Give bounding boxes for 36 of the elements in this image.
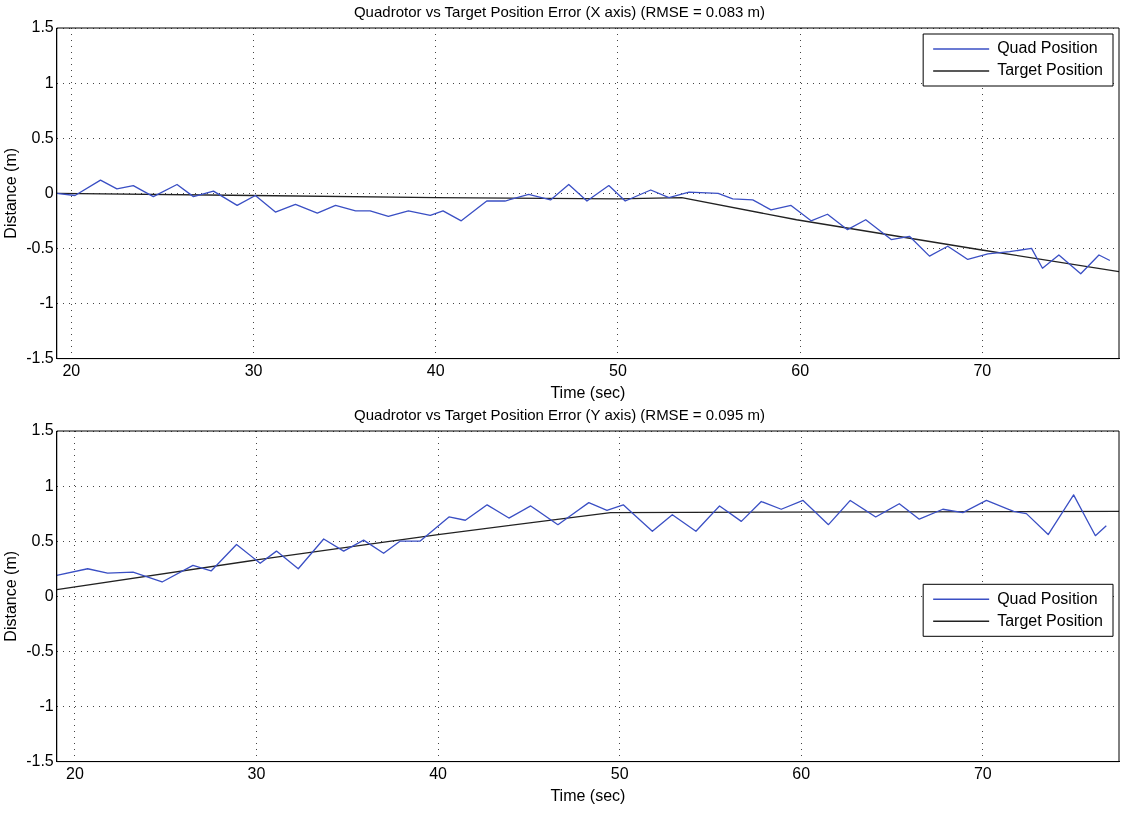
y-tick-label: -0.5 — [26, 641, 54, 659]
x-tick-label: 30 — [244, 361, 263, 379]
x-tick-label: 40 — [426, 361, 445, 379]
y-tick-label: -0.5 — [26, 238, 54, 256]
x-tick-label: 30 — [247, 764, 266, 782]
x-tick-label: 20 — [62, 361, 81, 379]
legend-label: Quad Position — [997, 589, 1098, 607]
y-tick-label: 0.5 — [31, 128, 54, 146]
x-axis-title: Time (sec) — [550, 383, 626, 401]
chart-title: Quadrotor vs Target Position Error (Y axis) (RMSE = 0.095 m) — [354, 406, 765, 424]
legend-label: Target Position — [997, 611, 1104, 629]
y-tick-label: 1.5 — [31, 421, 54, 439]
y-tick-label: 0 — [44, 183, 54, 201]
x-tick-label: 70 — [973, 361, 992, 379]
x-tick-label: 20 — [66, 764, 84, 782]
y-tick-label: 0 — [44, 586, 54, 604]
y-axis-title: Distance (m) — [2, 550, 20, 642]
y-tick-label: -1 — [39, 696, 54, 714]
x-axis-title: Time (sec) — [550, 786, 626, 804]
x-tick-label: 70 — [973, 764, 992, 782]
x-tick-label: 50 — [609, 361, 627, 379]
x-tick-label: 50 — [610, 764, 629, 782]
x-tick-label: 40 — [429, 764, 448, 782]
y-tick-label: -1 — [39, 293, 54, 311]
x-tick-label: 60 — [792, 764, 811, 782]
y-tick-label: -1.5 — [26, 752, 54, 770]
y-tick-label: 1.5 — [31, 18, 54, 36]
chart-title: Quadrotor vs Target Position Error (X axis) (RMSE = 0.083 m) — [353, 3, 766, 21]
x-tick-label: 60 — [791, 361, 810, 379]
legend-label: Quad Position — [997, 39, 1098, 57]
y-tick-label: -1.5 — [26, 349, 54, 367]
y-axis-title: Distance (m) — [2, 147, 20, 239]
legend-label: Target Position — [997, 61, 1104, 79]
y-tick-label: 1 — [44, 73, 54, 91]
y-tick-label: 0.5 — [31, 531, 54, 549]
y-tick-label: 1 — [44, 476, 54, 494]
